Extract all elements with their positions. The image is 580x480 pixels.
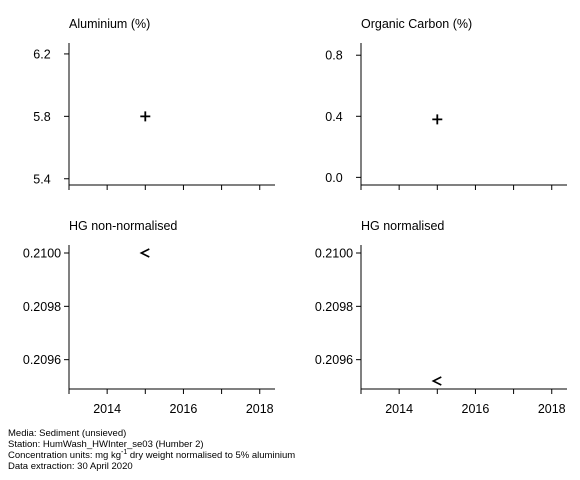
x-tick-label: 2018 xyxy=(538,402,566,416)
panel-aluminium: Aluminium (%) 5.4 5.8 6.2 xyxy=(33,17,275,190)
x-tick-label: 2014 xyxy=(93,402,121,416)
footer-units-exponent: -1 xyxy=(121,448,128,456)
y-tick-label: 0.2098 xyxy=(23,300,61,314)
panel-organic-carbon: Organic Carbon (%) 0.0 0.4 0.8 xyxy=(325,17,567,190)
y-tick-label: 5.8 xyxy=(33,110,50,124)
x-tick-label: 2018 xyxy=(246,402,274,416)
footer-station: Station: HumWash_HWInter_se03 (Humber 2) xyxy=(8,439,204,450)
y-tick-label: 0.2100 xyxy=(315,247,353,261)
y-tick-label: 0.2096 xyxy=(315,353,353,367)
footer-media: Media: Sediment (unsieved) xyxy=(8,428,127,439)
y-tick-label: 0.0 xyxy=(325,171,342,185)
panel-hg-normalised: HG normalised 0.2096 0.2098 0.2100 2014 2016 2… xyxy=(315,219,567,416)
x-tick-label: 2016 xyxy=(462,402,490,416)
panel-title: HG non-normalised xyxy=(69,219,177,233)
panel-title: Organic Carbon (%) xyxy=(361,17,472,31)
footer-notes: Media: Sediment (unsieved) Station: HumW… xyxy=(8,428,295,472)
y-tick-label: 6.2 xyxy=(33,47,50,61)
data-point-plus xyxy=(140,111,151,122)
footer-units-prefix: Concentration units: mg kg xyxy=(8,450,122,461)
y-tick-label: 0.8 xyxy=(325,49,342,63)
y-tick-label: 0.2098 xyxy=(315,300,353,314)
x-tick-label: 2014 xyxy=(385,402,413,416)
data-point-plus xyxy=(432,114,443,125)
y-tick-label: 0.2096 xyxy=(23,353,61,367)
data-point-less-than xyxy=(139,248,150,258)
panel-hg-non-normalised: HG non-normalised 0.2096 0.2098 0.2100 2014 2… xyxy=(23,219,275,416)
panel-title: Aluminium (%) xyxy=(69,17,150,31)
footer-units: Concentration units: mg kg-1 dry weight … xyxy=(8,448,296,461)
y-tick-label: 0.4 xyxy=(325,110,342,124)
y-tick-label: 0.2100 xyxy=(23,247,61,261)
panel-title: HG normalised xyxy=(361,219,444,233)
footer-units-suffix: dry weight normalised to 5% aluminium xyxy=(127,450,296,461)
x-tick-label: 2016 xyxy=(170,402,198,416)
y-tick-label: 5.4 xyxy=(33,172,50,186)
footer-extraction: Data extraction: 30 April 2020 xyxy=(8,461,133,472)
data-point-less-than xyxy=(431,376,442,386)
